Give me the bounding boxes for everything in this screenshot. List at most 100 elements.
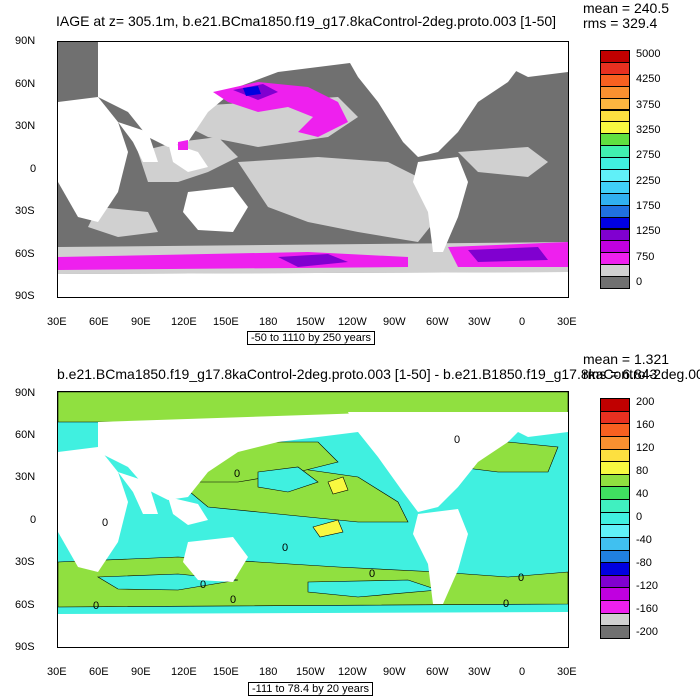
lat-label: 60N bbox=[15, 78, 36, 90]
top-colorbar-label: 2750 bbox=[636, 149, 661, 162]
lon-label: 30W bbox=[468, 316, 491, 328]
bottom-title: b.e21.BCma1850.f19_g17.8kaControl-2deg.p… bbox=[57, 366, 700, 382]
lat-label: 60N bbox=[15, 429, 36, 441]
top-colorbar-swatch bbox=[600, 276, 630, 289]
top-land bbox=[58, 42, 568, 297]
lon-label: 90W bbox=[383, 666, 406, 678]
bottom-colorbar-swatch bbox=[600, 549, 630, 564]
lon-label: 90W bbox=[383, 316, 406, 328]
bottom-colorbar-label: -160 bbox=[636, 603, 659, 615]
bottom-land bbox=[58, 412, 568, 647]
lon-label: 30W bbox=[468, 666, 491, 678]
bottom-colorbar-swatch bbox=[600, 461, 630, 475]
contour-label: 0 bbox=[454, 434, 461, 446]
lon-label: 60W bbox=[426, 316, 449, 328]
top-colorbar-label: 0 bbox=[636, 276, 643, 288]
lon-label: 180 bbox=[259, 316, 278, 328]
lon-label: 0 bbox=[519, 666, 526, 678]
lon-label: 120W bbox=[338, 316, 367, 328]
bottom-colorbar-swatch bbox=[600, 574, 630, 589]
lat-label: 0 bbox=[30, 514, 37, 526]
top-title: IAGE at z= 305.1m, b.e21.BCma1850.f19_g1… bbox=[56, 13, 557, 29]
bottom-colorbar-label: 160 bbox=[636, 419, 655, 431]
bottom-colorbar-swatch bbox=[600, 473, 630, 488]
top-colorbar-label: 1750 bbox=[636, 200, 661, 212]
lon-label: 60E bbox=[89, 316, 109, 328]
bottom-colorbar-label: 200 bbox=[636, 396, 655, 408]
contour-label: 0 bbox=[230, 594, 237, 606]
bottom-map-svg bbox=[58, 392, 568, 647]
bottom-colorbar-swatch bbox=[600, 435, 630, 450]
contour-label: 0 bbox=[200, 579, 207, 591]
bottom-panel: b.e21.BCma1850.f19_g17.8kaControl-2deg.p… bbox=[0, 350, 700, 700]
top-map bbox=[57, 41, 569, 298]
bottom-colorbar-swatch bbox=[600, 423, 630, 437]
lon-label: 60W bbox=[426, 666, 449, 678]
top-contour-range: -50 to 1110 by 250 years bbox=[247, 331, 376, 345]
top-mean: mean = 240.5 bbox=[583, 0, 670, 16]
contour-label: 0 bbox=[93, 600, 100, 612]
top-colorbar-label: 5000 bbox=[636, 48, 661, 60]
top-blue-core bbox=[243, 86, 261, 96]
contour-label: 0 bbox=[282, 542, 289, 554]
bottom-stats: mean = 1.321 rms = 6.843 bbox=[583, 352, 669, 382]
lon-label: 150W bbox=[296, 666, 325, 678]
lon-label: 120W bbox=[338, 666, 367, 678]
top-colorbar-label: 750 bbox=[636, 250, 655, 263]
lat-label: 0 bbox=[30, 163, 37, 175]
lat-label: 90S bbox=[15, 641, 35, 653]
bottom-colorbar-swatch bbox=[600, 410, 630, 425]
bottom-colorbar-swatch bbox=[600, 625, 630, 639]
bottom-colorbar-label: 0 bbox=[636, 511, 643, 523]
lon-label: 120E bbox=[171, 316, 197, 328]
lon-label: 90E bbox=[131, 666, 151, 678]
bottom-colorbar-swatch bbox=[600, 398, 630, 412]
lat-label: 30N bbox=[15, 120, 36, 132]
top-stats: mean = 240.5 rms = 329.4 bbox=[583, 1, 669, 31]
bottom-colorbar-swatch bbox=[600, 511, 630, 526]
lat-label: 60S bbox=[15, 248, 35, 260]
bottom-colorbar-label: -40 bbox=[636, 534, 652, 546]
lon-label: 30E bbox=[47, 666, 67, 678]
bottom-colorbar-swatch bbox=[600, 612, 630, 627]
contour-label: 0 bbox=[369, 568, 376, 580]
bottom-colorbar-label: 120 bbox=[636, 442, 655, 454]
lon-label: 30E bbox=[557, 666, 577, 678]
bottom-colorbar-label: -80 bbox=[636, 557, 652, 569]
lon-label: 0 bbox=[519, 316, 526, 328]
lat-label: 30S bbox=[15, 556, 35, 568]
bottom-colorbar-label: 40 bbox=[636, 488, 649, 500]
contour-label: 0 bbox=[234, 468, 241, 480]
contour-label: 0 bbox=[102, 517, 109, 529]
lon-label: 60E bbox=[89, 666, 109, 678]
lat-label: 90N bbox=[15, 35, 36, 47]
lat-label: 60S bbox=[15, 599, 35, 611]
bottom-mean: mean = 1.321 bbox=[583, 351, 670, 367]
bottom-colorbar-swatch bbox=[600, 448, 630, 463]
bottom-colorbar-swatch bbox=[600, 524, 630, 538]
top-map-svg bbox=[58, 42, 568, 297]
bottom-colorbar-swatch bbox=[600, 486, 630, 501]
bottom-colorbar-swatch bbox=[600, 499, 630, 513]
contour-label: 0 bbox=[518, 572, 525, 584]
top-colorbar: 5000 4250 3750 3250 2750 2250 1750 1250 750 0 bbox=[600, 48, 690, 289]
top-colorbar-label: 3750 bbox=[636, 98, 661, 111]
contour-label: 0 bbox=[503, 598, 510, 610]
lon-label: 30E bbox=[47, 316, 67, 328]
lat-label: 90N bbox=[15, 387, 36, 399]
lon-label: 30E bbox=[557, 316, 577, 328]
top-colorbar-label: 1250 bbox=[636, 225, 661, 238]
top-colorbar-label: 3250 bbox=[636, 124, 661, 136]
top-colorbar-label: 4250 bbox=[636, 73, 661, 86]
bottom-colorbar-swatch bbox=[600, 600, 630, 614]
top-rms: rms = 329.4 bbox=[583, 15, 658, 31]
bottom-yellow-regions bbox=[312, 476, 349, 538]
lon-label: 90E bbox=[131, 316, 151, 328]
bottom-colorbar-label: -120 bbox=[636, 580, 659, 592]
bottom-colorbar-label: 80 bbox=[636, 465, 649, 477]
lon-label: 150E bbox=[213, 316, 239, 328]
lat-label: 30N bbox=[15, 471, 36, 483]
bottom-colorbar-swatch bbox=[600, 587, 630, 602]
lat-label: 90S bbox=[15, 290, 35, 302]
top-colorbar-label: 2250 bbox=[636, 174, 661, 187]
